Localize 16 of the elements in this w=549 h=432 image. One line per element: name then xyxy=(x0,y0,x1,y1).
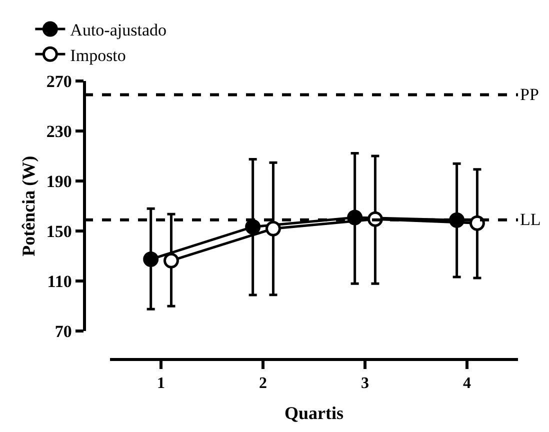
legend-label: Auto-ajustado xyxy=(70,20,167,40)
y-tick-label: 150 xyxy=(46,222,72,242)
ref-line-label: PP xyxy=(520,85,539,104)
ref-line-label: LL xyxy=(520,210,541,229)
y-tick-label: 190 xyxy=(46,172,72,192)
legend-label: Imposto xyxy=(70,46,126,65)
x-axis-title: Quartis xyxy=(284,403,344,424)
x-tick-label: 3 xyxy=(361,374,370,392)
y-tick-label: 270 xyxy=(46,72,72,91)
y-tick-label: 230 xyxy=(46,122,72,141)
y-tick-label: 70 xyxy=(54,322,72,342)
y-tick-label: 110 xyxy=(47,272,72,292)
x-tick-label: 4 xyxy=(463,374,472,392)
y-axis-title: Potência (W) xyxy=(18,156,39,256)
x-tick-label: 2 xyxy=(259,374,268,392)
x-tick-label: 1 xyxy=(157,374,166,392)
